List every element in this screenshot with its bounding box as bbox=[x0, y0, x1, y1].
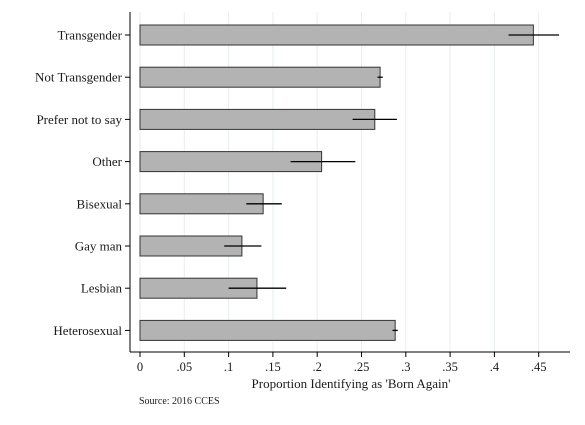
x-tick-label: .45 bbox=[531, 360, 547, 374]
x-tick-label: .15 bbox=[265, 360, 281, 374]
error-bars-layer bbox=[224, 34, 560, 332]
x-tick-label: .1 bbox=[224, 360, 233, 374]
category-label: Not Transgender bbox=[35, 70, 123, 85]
grid-layer bbox=[139, 12, 540, 352]
x-tick-label: .05 bbox=[176, 360, 192, 374]
axes-layer bbox=[125, 12, 570, 357]
x-tick-label: .3 bbox=[401, 360, 410, 374]
bar-bisexual bbox=[139, 193, 264, 215]
category-label: Lesbian bbox=[81, 281, 123, 296]
bar-heterosexual bbox=[139, 319, 396, 341]
bars-layer bbox=[139, 24, 534, 341]
x-tick-label: .35 bbox=[442, 360, 458, 374]
category-label: Bisexual bbox=[77, 196, 123, 211]
labels-layer: Transgender Not Transgender Prefer not to … bbox=[35, 28, 547, 375]
x-tick-label: .2 bbox=[313, 360, 322, 374]
bar-prefer-not-to-say bbox=[139, 108, 376, 130]
x-tick-label: .25 bbox=[354, 360, 370, 374]
category-label: Transgender bbox=[57, 28, 122, 43]
bar-not-transgender bbox=[139, 66, 381, 88]
category-label: Prefer not to say bbox=[36, 112, 122, 127]
category-label: Other bbox=[92, 154, 122, 169]
bar-transgender bbox=[139, 24, 534, 46]
source-note: Source: 2016 CCES bbox=[139, 396, 220, 407]
category-label: Heterosexual bbox=[53, 323, 122, 338]
category-label: Gay man bbox=[75, 239, 123, 254]
x-tick-label: .4 bbox=[490, 360, 500, 374]
x-tick-label: 0 bbox=[137, 360, 143, 374]
x-axis-title: Proportion Identifying as 'Born Again' bbox=[252, 376, 451, 391]
